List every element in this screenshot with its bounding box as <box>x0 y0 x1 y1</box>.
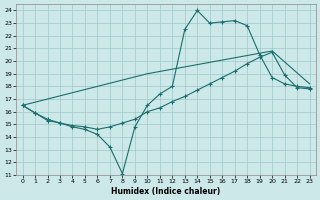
X-axis label: Humidex (Indice chaleur): Humidex (Indice chaleur) <box>111 187 221 196</box>
